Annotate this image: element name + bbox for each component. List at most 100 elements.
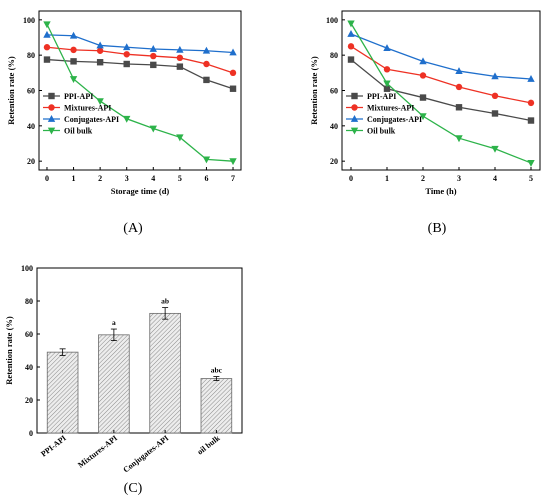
y-tick-label: 40 [25,363,33,372]
data-point [347,29,355,37]
y-tick-label: 80 [330,51,338,60]
legend-marker [47,127,56,135]
x-tick-label: 2 [98,174,102,183]
legend-marker [350,127,359,135]
data-point [455,135,463,143]
legend-label: Oil bulk [367,127,396,136]
x-tick-label: 5 [178,174,182,183]
panel-label-a: (A) [123,221,143,236]
y-axis-label: Retention rate (%) [309,56,319,125]
y-axis-label: Retention rate (%) [6,56,16,125]
legend-label: Conjugates-API [64,115,119,124]
data-point [123,60,130,68]
data-point [455,83,463,91]
data-point [123,51,130,58]
data-point [96,41,104,49]
x-tick-label: 7 [231,174,235,183]
x-tick-label: Mixtures-API [76,433,119,469]
data-point [70,58,77,65]
data-point [491,72,499,80]
data-point [123,43,131,51]
data-point [203,60,210,68]
data-point [491,92,499,100]
x-tick-label: Conjugates-API [121,433,170,474]
data-point [149,125,157,133]
data-point [69,31,78,39]
chart-b: 20 40 60 80 100 0 1 2 3 4 5 Time (h) Retention rate … [309,10,541,196]
data-point [43,44,51,51]
data-point [43,56,51,63]
data-point [96,59,104,66]
y-tick-label: 100 [326,16,338,25]
bar-annotation: ab [161,297,169,306]
series-line-conjugates-api [350,33,532,80]
bar [46,351,79,434]
y-tick-label: 100 [23,16,35,25]
data-point [96,47,104,54]
series-line-mixtures-api [46,46,234,74]
y-tick-label: 20 [27,157,35,166]
y-tick-label: 60 [25,330,33,339]
legend-marker [351,104,358,111]
legend-label: Mixtures-API [64,104,111,113]
legend-label: PPI-API [367,92,396,101]
data-point [383,80,391,88]
data-point [527,75,535,82]
data-point [383,85,391,92]
x-tick-label: 5 [529,174,533,183]
data-point [176,134,184,142]
y-tick-label: 20 [330,157,338,166]
y-tick-label: 80 [25,297,33,306]
data-point [383,44,391,51]
legend-marker [48,92,55,100]
x-tick-label: 0 [349,174,353,183]
data-point [150,52,157,60]
data-point [527,160,535,167]
x-tick-label: 4 [493,174,497,183]
bar [149,312,181,434]
y-tick-label: 60 [330,87,338,96]
data-point [176,45,184,53]
plot-frame [36,267,243,434]
data-point [419,113,427,121]
series-line-oil-bulk [350,23,532,164]
data-point [527,117,535,124]
panel-label-b: (B) [428,221,447,236]
legend-label: Mixtures-API [367,104,414,113]
plot-frame [38,10,242,171]
y-tick-label: 60 [27,87,35,96]
data-point [229,48,237,56]
x-tick-label: 4 [151,174,155,183]
x-axis-label: Time (h) [425,186,456,196]
y-tick-label: 40 [330,122,338,131]
data-point [229,158,237,166]
data-point [347,43,355,50]
bar-annotation: abc [211,366,223,375]
bar [98,334,130,434]
data-point [203,76,210,84]
data-point [419,94,427,101]
series-line-ppi-api [350,59,532,122]
data-point [491,110,499,117]
chart-a: 20 40 60 80 100 0 1 2 3 4 5 6 7 Storage time (d) Reten… [6,10,242,196]
data-point [70,46,77,54]
series-line-oil-bulk [46,23,234,162]
data-point [419,72,427,79]
series-line-mixtures-api [350,45,532,104]
y-tick-label: 100 [21,264,33,273]
data-point [176,63,184,70]
x-tick-label: oil bulk [196,433,222,456]
legend-label: Conjugates-API [367,115,422,124]
series-line-conjugates-api [46,34,234,54]
data-point [383,66,391,73]
plot-frame [341,10,541,171]
legend-marker [48,104,55,111]
data-point [491,145,499,153]
series-line-ppi-api [46,58,234,90]
data-point [123,115,131,123]
data-point [455,104,463,111]
data-point [347,56,355,63]
x-tick-label: 6 [204,174,208,183]
legend-marker [47,115,56,122]
